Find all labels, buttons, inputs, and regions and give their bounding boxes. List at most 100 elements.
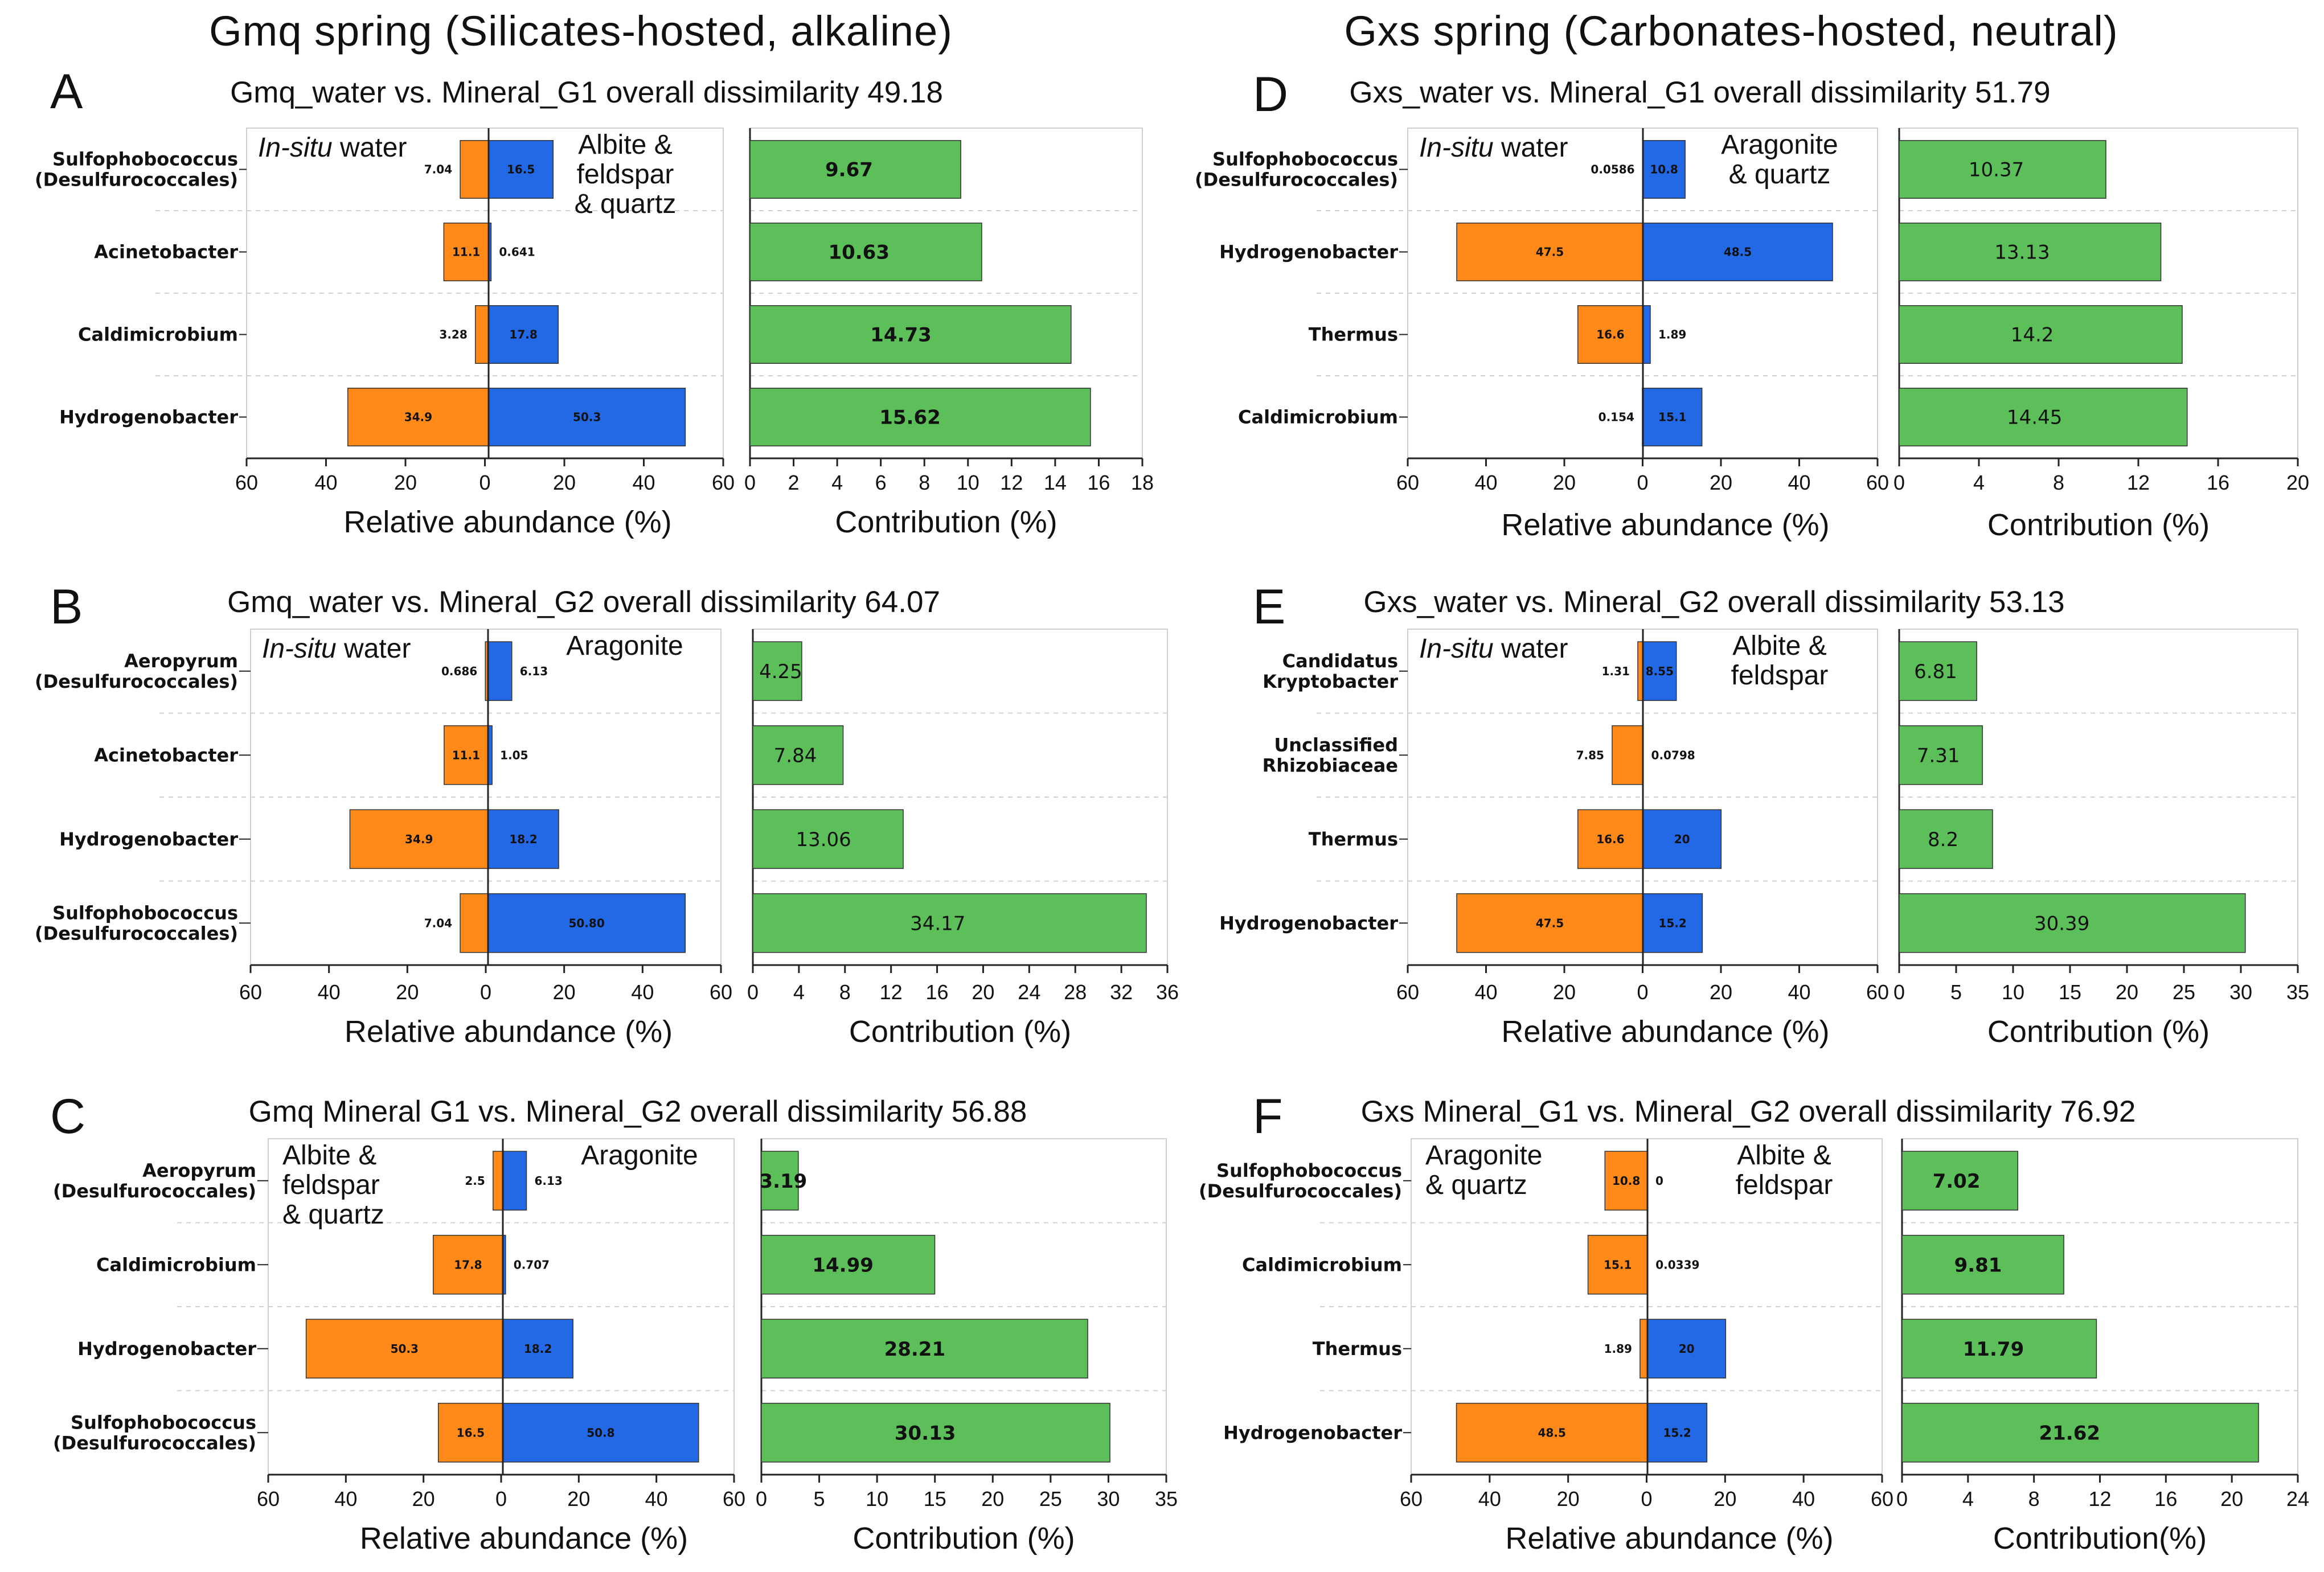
left-abundance-bar <box>493 1151 503 1211</box>
right-group-label: Aragonite <box>581 1140 698 1171</box>
contribution-bar <box>749 140 961 199</box>
contribution-value-label: 13.13 <box>1994 241 2050 264</box>
right-value-label: 50.3 <box>573 411 601 424</box>
contribution-tick-label: 16 <box>2207 471 2229 494</box>
left-value-label: 0.0586 <box>1591 163 1634 177</box>
abundance-tick-label: 0 <box>1637 471 1648 494</box>
left-group-italic: In-situ <box>1419 634 1494 664</box>
section-title-right: Gxs spring (Carbonates-hosted, neutral) <box>1344 7 2118 55</box>
abundance-tick-label: 60 <box>1866 980 1889 1004</box>
contribution-tick-label: 12 <box>880 980 903 1004</box>
abundance-axis-label: Relative abundance (%) <box>1501 1015 1829 1049</box>
contribution-tick-label: 2 <box>788 471 800 494</box>
panel-letter: F <box>1253 1089 1283 1144</box>
contribution-value-label: 7.31 <box>1917 744 1960 767</box>
contribution-bar <box>761 1402 1110 1463</box>
left-value-label: 2.5 <box>465 1174 485 1188</box>
category-label: Thermus <box>1309 828 1398 850</box>
right-value-label: 0 <box>1655 1174 1663 1188</box>
right-value-label: 50.80 <box>569 916 605 930</box>
contribution-tick-label: 15 <box>924 1487 946 1511</box>
abundance-tick-label: 40 <box>632 471 655 494</box>
panels: A Gmq_water vs. Mineral_G1 overall dissim… <box>35 64 2309 1555</box>
category-label: Thermus <box>1309 324 1398 346</box>
contribution-tick-label: 10 <box>957 471 979 494</box>
contribution-tick-label: 10 <box>866 1487 888 1511</box>
panel-letter: E <box>1253 580 1285 634</box>
category-label: Hydrogenobacter <box>1219 241 1398 263</box>
contribution-value-label: 9.67 <box>825 159 873 182</box>
left-group-label: In-situ water <box>258 133 407 163</box>
contribution-bar <box>1899 893 2246 953</box>
right-value-label: 15.2 <box>1663 1426 1691 1439</box>
abundance-tick-label: 0 <box>1641 1487 1652 1511</box>
contribution-axis-label: Contribution (%) <box>835 505 1057 539</box>
abundance-tick-label: 20 <box>1714 1487 1736 1511</box>
contribution-tick-label: 36 <box>1156 980 1179 1004</box>
left-value-label: 3.28 <box>439 328 467 342</box>
contribution-bar <box>1899 223 2162 281</box>
contribution-tick-label: 32 <box>1110 980 1133 1004</box>
abundance-tick-label: 20 <box>396 980 419 1004</box>
abundance-tick-label: 60 <box>257 1487 280 1511</box>
category-label: Hydrogenobacter <box>77 1338 256 1360</box>
right-group-label: Aragonite <box>566 631 683 661</box>
panel-e: E Gxs_water vs. Mineral_G2 overall dissim… <box>1219 580 2309 1049</box>
left-value-label: 34.9 <box>405 832 433 846</box>
left-value-label: 0.686 <box>441 664 477 678</box>
right-group-label: & quartz <box>1729 159 1831 190</box>
left-group-italic: In-situ <box>258 133 333 163</box>
left-value-label: 50.3 <box>391 1342 419 1356</box>
contribution-tick-label: 15 <box>2059 980 2081 1004</box>
category-label: Caldimicrobium <box>1238 407 1398 428</box>
abundance-axis-label: Relative abundance (%) <box>360 1521 688 1555</box>
right-group-label: feldspar <box>577 159 674 190</box>
right-abundance-bar <box>488 388 686 446</box>
contribution-tick-label: 16 <box>926 980 949 1004</box>
contribution-tick-label: 4 <box>793 980 805 1004</box>
contribution-tick-label: 20 <box>981 1487 1004 1511</box>
contribution-bar <box>1899 140 2106 199</box>
left-abundance-bar <box>1456 1402 1648 1463</box>
contribution-bar <box>1901 1151 2019 1211</box>
contribution-tick-label: 12 <box>1000 471 1023 494</box>
left-group-label: & quartz <box>1425 1170 1527 1200</box>
right-abundance-bar <box>502 1319 573 1379</box>
contribution-tick-label: 0 <box>1893 980 1905 1004</box>
contribution-tick-label: 30 <box>2229 980 2252 1004</box>
contribution-axis-label: Contribution (%) <box>852 1521 1075 1555</box>
abundance-tick-label: 20 <box>1553 471 1576 494</box>
contribution-bar <box>749 305 1072 364</box>
category-label: (Desulfurococcales) <box>53 1432 256 1454</box>
category-label: Aeropyrum <box>142 1160 256 1181</box>
category-label: Sulfophobococcus <box>52 149 238 170</box>
left-group-label: In-situ water <box>1419 133 1568 163</box>
left-abundance-bar <box>475 305 489 364</box>
left-abundance-bar <box>443 223 489 281</box>
right-group-label: Albite & <box>1732 631 1826 661</box>
contribution-tick-label: 35 <box>2286 980 2309 1004</box>
abundance-tick-label: 40 <box>1474 980 1497 1004</box>
category-label: Acinetobacter <box>94 744 238 766</box>
panel-d: D Gxs_water vs. Mineral_G1 overall dissim… <box>1195 67 2309 542</box>
contribution-tick-label: 12 <box>2088 1487 2111 1511</box>
abundance-tick-label: 0 <box>1637 980 1648 1004</box>
panel-f: F Gxs Mineral_G1 vs. Mineral_G2 overall d… <box>1199 1089 2309 1555</box>
panel-title: Gmq_water vs. Mineral_G2 overall dissimi… <box>227 585 940 619</box>
right-value-label: 15.2 <box>1659 916 1687 930</box>
right-value-label: 10.8 <box>1650 163 1678 177</box>
right-group-label: Albite & <box>1737 1140 1831 1171</box>
abundance-tick-label: 40 <box>1792 1487 1815 1511</box>
contribution-value-label: 14.73 <box>870 324 932 347</box>
contribution-bar <box>761 1234 936 1295</box>
left-abundance-bar <box>444 725 489 785</box>
left-group-label: In-situ water <box>262 634 411 664</box>
contribution-bar <box>749 223 982 281</box>
right-abundance-bar <box>502 1402 699 1463</box>
category-label: Hydrogenobacter <box>59 407 238 428</box>
abundance-tick-label: 60 <box>239 980 262 1004</box>
contribution-bar <box>752 641 802 701</box>
right-value-label: 1.05 <box>500 748 528 762</box>
left-value-label: 7.85 <box>1576 748 1604 762</box>
left-value-label: 48.5 <box>1538 1426 1566 1439</box>
